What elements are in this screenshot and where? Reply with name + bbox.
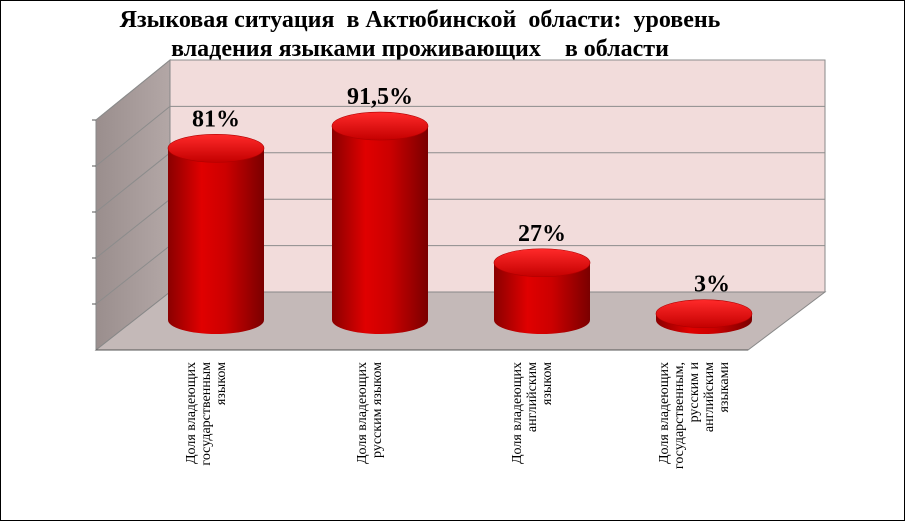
- category-label-line: языками: [716, 362, 732, 413]
- bar-top: [493, 248, 591, 278]
- data-label: 91,5%: [347, 84, 413, 110]
- title-line-1: Языковая ситуация в Актюбинской области:…: [119, 7, 721, 33]
- category-label-line: государственным,: [671, 362, 687, 470]
- data-label: 27%: [518, 221, 566, 247]
- category-label-line: Доля владеющих: [509, 362, 525, 464]
- chart-title: Языковая ситуация в Актюбинской области:…: [40, 6, 800, 64]
- title-line-2: владения языками проживающих в области: [171, 36, 669, 62]
- gridlines: [92, 59, 825, 351]
- bar-top: [655, 299, 753, 328]
- bars: [167, 111, 753, 335]
- gridline-side: [95, 59, 171, 121]
- gridline-side: [95, 198, 171, 259]
- gridline-side: [95, 106, 171, 167]
- category-label-line: английским: [524, 362, 540, 433]
- data-label: 81%: [192, 106, 240, 132]
- category-label-line: Доля владеющих: [355, 362, 370, 464]
- gridline-side: [95, 245, 171, 305]
- bar: [331, 111, 429, 335]
- category-label-line: русским и: [686, 362, 702, 423]
- bar: [655, 299, 753, 334]
- bar-top: [167, 133, 265, 163]
- category-label: Доля владеющих государственным языком: [184, 362, 229, 512]
- value-labels: 81% 91,5% 27% 3%: [192, 84, 730, 298]
- category-label-line: языком: [213, 362, 229, 406]
- bar-body: [494, 262, 590, 334]
- category-label: Доля владеющих русским языком: [355, 362, 385, 512]
- category-label-line: Доля владеющих: [183, 362, 199, 464]
- gridline-side: [95, 152, 171, 213]
- bar: [167, 133, 265, 334]
- category-label-line: государственным: [198, 362, 214, 466]
- bar-body: [168, 148, 264, 334]
- bar-top: [331, 111, 429, 141]
- bar-body: [332, 126, 428, 335]
- data-label: 3%: [694, 272, 730, 298]
- category-label: Доля владеющих английским языком: [510, 362, 555, 512]
- category-label-line: русским языком: [370, 362, 385, 458]
- category-label-line: Доля владеющих: [656, 362, 672, 464]
- category-label-line: языком: [539, 362, 555, 406]
- category-label-line: английским: [701, 362, 717, 433]
- bar: [493, 248, 591, 334]
